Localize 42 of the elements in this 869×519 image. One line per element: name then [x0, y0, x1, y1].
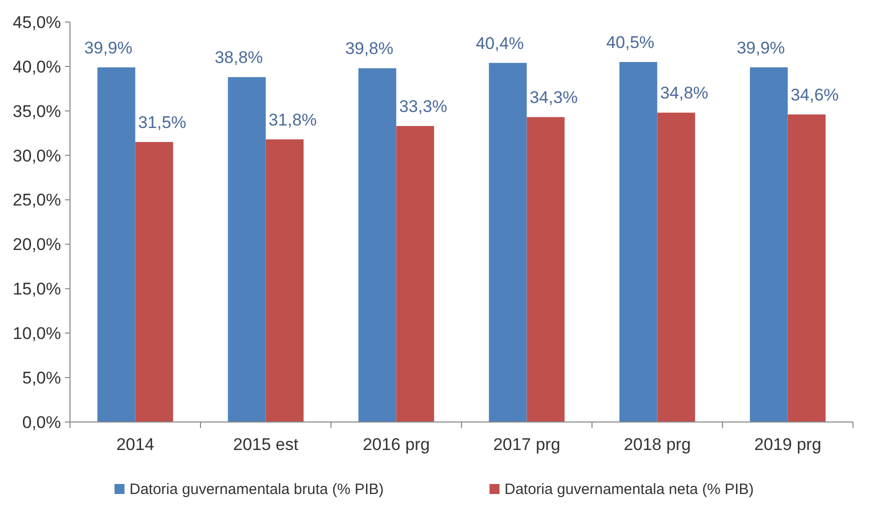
data-label: 39,8%	[345, 39, 394, 58]
bar	[228, 77, 266, 422]
x-tick-label: 2017 prg	[493, 435, 560, 454]
bar	[266, 139, 304, 422]
data-label: 34,3%	[530, 88, 578, 108]
x-tick-label: 2015 est	[233, 435, 299, 454]
data-label: 38,8%	[214, 48, 263, 68]
x-tick-label: 2019 prg	[754, 435, 822, 454]
bar	[750, 67, 788, 422]
bar	[488, 62, 527, 422]
data-label: 34,8%	[660, 84, 708, 103]
data-label: 40,5%	[606, 33, 654, 52]
data-label: 34,6%	[790, 85, 839, 104]
bar	[657, 112, 696, 422]
x-tick-label: 2018 prg	[624, 435, 691, 454]
data-label: 31,5%	[138, 113, 186, 132]
legend-label: Datoria guvernamentala neta (% PIB)	[504, 481, 754, 498]
y-tick-label: 15,0%	[12, 280, 61, 299]
bar	[526, 117, 565, 422]
bar	[396, 126, 434, 422]
y-tick-label: 5,0%	[22, 368, 61, 388]
y-tick-label: 35,0%	[12, 102, 61, 121]
y-tick-label: 40,0%	[12, 57, 61, 76]
data-label: 33,3%	[399, 97, 448, 116]
y-tick-label: 20,0%	[12, 235, 61, 254]
bar	[619, 62, 658, 422]
data-label: 39,9%	[736, 38, 785, 58]
x-tick-label: 2016 prg	[362, 435, 430, 454]
x-tick-label: 2014	[116, 435, 154, 454]
legend-label: Datoria guvernamentala bruta (% PIB)	[130, 481, 384, 498]
bar	[97, 67, 136, 422]
bar	[358, 68, 396, 422]
y-tick-label: 10,0%	[12, 324, 61, 344]
bar	[788, 114, 826, 422]
y-tick-label: 0,0%	[22, 412, 61, 432]
data-label: 31,8%	[268, 110, 317, 130]
y-tick-label: 30,0%	[12, 146, 61, 166]
y-tick-label: 45,0%	[12, 12, 61, 32]
bar	[135, 142, 174, 422]
data-label: 39,9%	[84, 38, 132, 58]
data-label: 40,4%	[476, 34, 524, 53]
y-tick-label: 25,0%	[12, 190, 61, 210]
